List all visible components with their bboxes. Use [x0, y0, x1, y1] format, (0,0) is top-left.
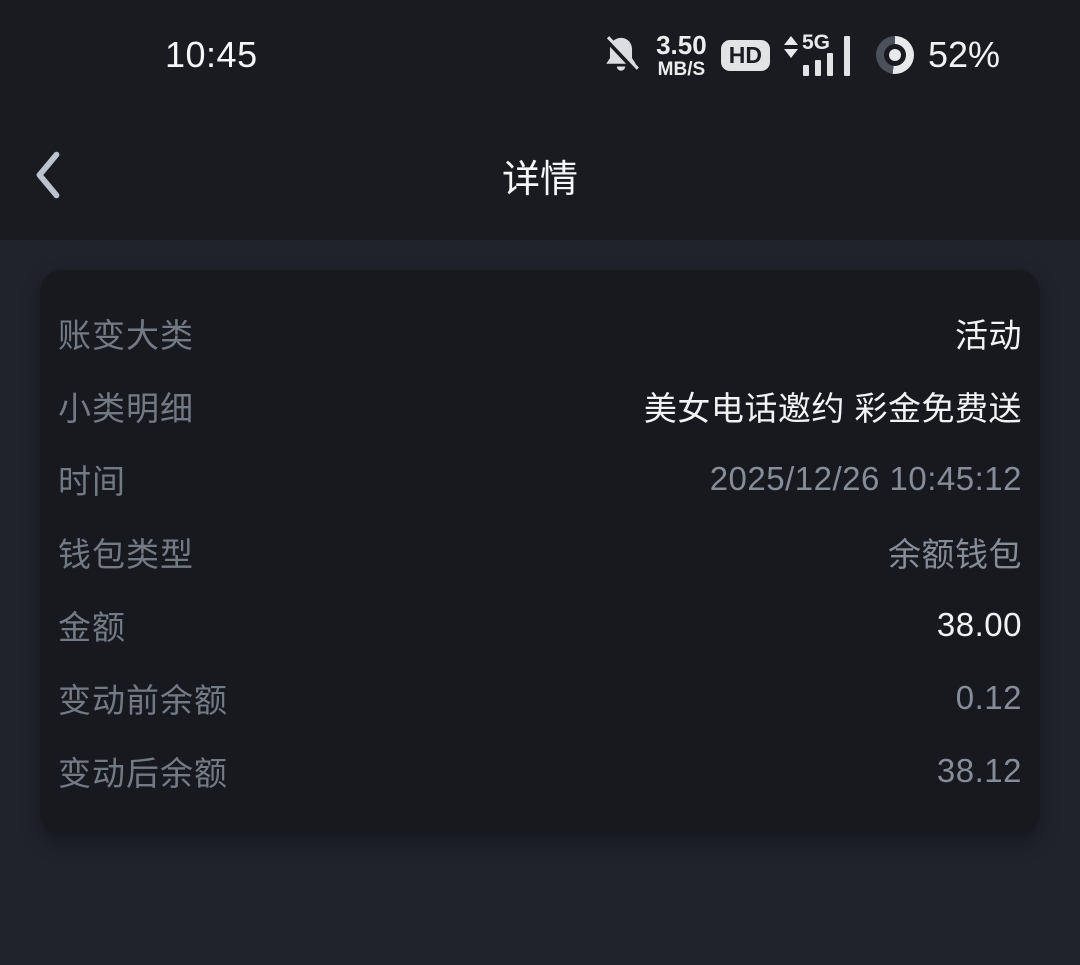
network-type-label: 5G — [801, 31, 830, 54]
cellular-signal-icon: 5G — [783, 30, 862, 80]
top-chrome: 10:45 3.50 MB/S HD 5G — [0, 0, 1080, 240]
battery-ring-icon — [875, 36, 914, 74]
detail-row-time: 时间 2025/12/26 10:45:12 — [58, 442, 1022, 515]
detail-row-balance-after: 变动后余额 38.12 — [58, 734, 1022, 807]
notifications-muted-icon — [600, 32, 642, 78]
hd-badge: HD — [720, 39, 770, 71]
detail-row-category: 账变大类 活动 — [58, 296, 1022, 369]
detail-row-value: 38.00 — [936, 605, 1022, 643]
detail-row-amount: 金额 38.00 — [58, 588, 1022, 661]
detail-row-value: 0.12 — [955, 678, 1022, 716]
chevron-left-icon — [36, 151, 60, 199]
status-bar: 10:45 3.50 MB/S HD 5G — [0, 0, 1080, 110]
detail-row-label: 时间 — [58, 462, 126, 500]
detail-row-value: 余额钱包 — [888, 535, 1022, 573]
detail-row-value: 2025/12/26 10:45:12 — [709, 459, 1022, 497]
nav-header: 详情 — [0, 110, 1080, 240]
detail-row-label: 变动前余额 — [58, 681, 228, 719]
detail-row-label: 账变大类 — [58, 316, 194, 354]
network-speed-unit: MB/S — [657, 58, 706, 80]
page-title: 详情 — [501, 158, 578, 201]
data-activity-arrows-icon — [783, 36, 798, 58]
network-speed-indicator: 3.50 MB/S — [656, 32, 707, 79]
detail-row-value: 38.12 — [936, 751, 1022, 789]
detail-row-label: 钱包类型 — [58, 535, 194, 573]
battery-percent: 52% — [927, 34, 1000, 75]
detail-row-wallet-type: 钱包类型 余额钱包 — [58, 515, 1022, 588]
transaction-detail-card: 账变大类 活动 小类明细 美女电话邀约 彩金免费送 时间 2025/12/26 … — [40, 270, 1040, 835]
status-right-cluster: 3.50 MB/S HD 5G 52% — [600, 30, 1000, 80]
detail-row-value: 活动 — [955, 316, 1022, 354]
detail-row-label: 小类明细 — [58, 389, 194, 427]
back-button[interactable] — [18, 140, 78, 210]
detail-row-value: 美女电话邀约 彩金免费送 — [643, 389, 1022, 427]
detail-row-subcategory: 小类明细 美女电话邀约 彩金免费送 — [58, 369, 1022, 442]
network-speed-value: 3.50 — [656, 29, 707, 60]
detail-row-label: 变动后余额 — [58, 754, 228, 792]
detail-row-balance-before: 变动前余额 0.12 — [58, 661, 1022, 734]
status-time: 10:45 — [165, 34, 258, 75]
detail-row-label: 金额 — [58, 608, 126, 646]
